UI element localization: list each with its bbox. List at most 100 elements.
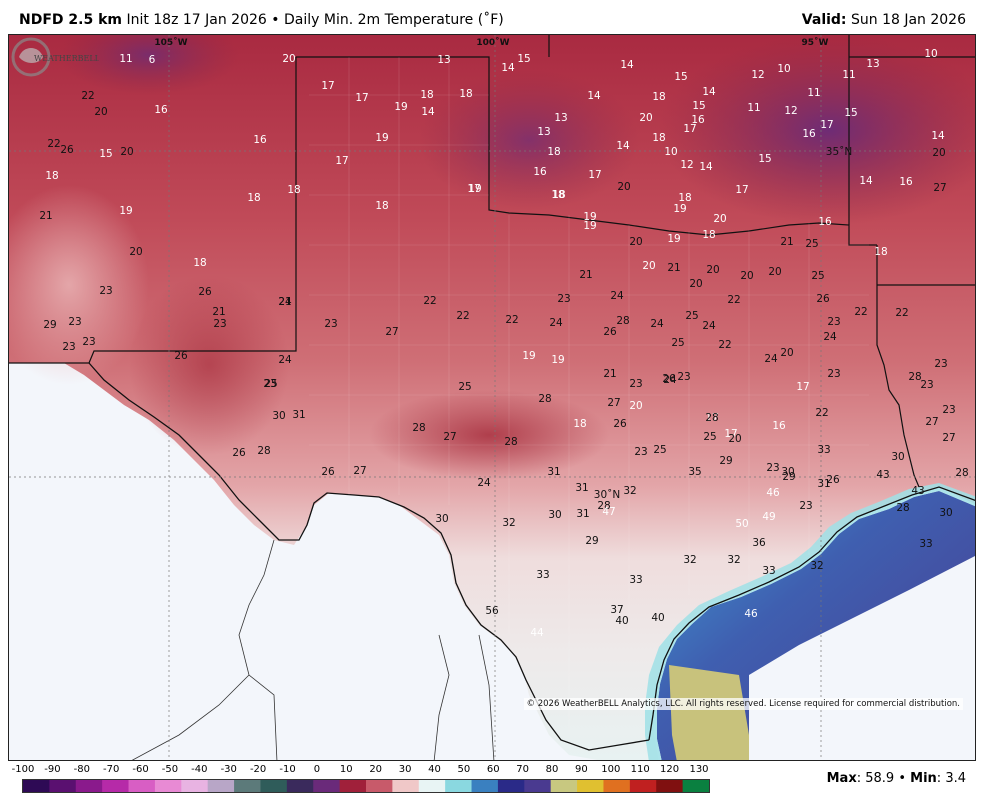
temp-label: 10 (664, 146, 677, 158)
lon-label-95w: 95˚W (802, 37, 829, 48)
temp-label: 23 (942, 404, 955, 416)
temp-label: 20 (713, 213, 726, 225)
scale-tick-label: -20 (249, 764, 267, 775)
temp-label: 24 (278, 354, 292, 366)
temp-label: 29 (782, 471, 795, 483)
temp-label: 14 (859, 175, 873, 187)
temp-label: 14 (501, 62, 515, 74)
temp-label: 20 (129, 246, 142, 258)
temp-label: 20 (94, 106, 107, 118)
coastline (648, 486, 975, 741)
temp-label: 15 (692, 100, 705, 112)
temp-label: 13 (537, 126, 550, 138)
rio-grande (88, 362, 650, 751)
temp-label: 16 (772, 420, 786, 432)
temp-label: 31 (817, 478, 830, 490)
temp-label: 23 (934, 358, 947, 370)
scale-tick-label: 40 (428, 764, 441, 775)
temp-label: 27 (607, 397, 620, 409)
temp-label: 56 (485, 605, 499, 617)
temp-label: 23 (99, 285, 112, 297)
temp-label: 46 (744, 608, 758, 620)
scale-tick-label: -50 (161, 764, 179, 775)
temp-label: 19 (375, 132, 388, 144)
scale-tick-label: 10 (339, 764, 353, 775)
temp-label: 14 (931, 130, 945, 142)
scale-tick-label: 50 (457, 764, 471, 775)
temp-label: 19 (119, 205, 132, 217)
temp-label: 18 (652, 132, 665, 144)
gulf-warm-pocket (669, 665, 749, 760)
temp-label: 20 (689, 278, 702, 290)
temp-label: 19 (583, 211, 596, 223)
temp-label: 24 (549, 317, 563, 329)
temp-label: 26 (321, 466, 335, 478)
temp-label: 26 (232, 447, 246, 459)
temp-label: 25 (264, 378, 277, 390)
temp-label: 26 (174, 350, 188, 362)
temp-label: 20 (932, 147, 945, 159)
temp-label: 33 (536, 569, 549, 581)
scale-tick-label: -90 (44, 764, 61, 775)
temp-label: 36 (752, 537, 766, 549)
temp-label: 12 (680, 159, 693, 171)
temp-label: 28 (616, 315, 629, 327)
scale-tick-label: 70 (516, 764, 530, 775)
temp-label: 40 (651, 612, 664, 624)
map-title: NDFD 2.5 km Init 18z 17 Jan 2026 • Daily… (19, 12, 504, 28)
temp-label: 18 (702, 229, 715, 241)
temp-label: 19 (551, 354, 564, 366)
temp-label: 23 (799, 500, 812, 512)
temp-label: 21 (39, 210, 52, 222)
temp-label: 18 (552, 189, 565, 201)
temp-label: 23 (68, 316, 81, 328)
temp-label: 11 (842, 69, 855, 81)
header: NDFD 2.5 km Init 18z 17 Jan 2026 • Daily… (0, 0, 984, 34)
temp-label: 27 (443, 431, 456, 443)
scale-tick-label: -80 (73, 764, 90, 775)
temp-label: 32 (502, 517, 515, 529)
temp-label: 35˚N (826, 146, 852, 158)
color-scale: -100 -90 -80 -70 -60 -50 -40 -30 -20 -10 0 10 20 30 40… (10, 764, 710, 804)
temp-label: 18 (874, 246, 887, 258)
scale-color-swatch (497, 780, 525, 792)
temp-label: 17 (321, 80, 334, 92)
temp-label: 21 (212, 306, 225, 318)
county-lines (309, 57, 869, 735)
temp-label: 24 (477, 477, 491, 489)
temp-label: 29 (43, 319, 56, 331)
scale-color-swatch (656, 780, 684, 792)
temp-label: 43 (911, 485, 924, 497)
scale-tick-label: 20 (369, 764, 383, 775)
temp-label: 18 (420, 89, 433, 101)
temp-label: 14 (702, 86, 716, 98)
temp-label: 13 (437, 54, 450, 66)
temp-label: 30 (548, 509, 561, 521)
temp-label: 19 (673, 203, 686, 215)
temp-label: 27 (385, 326, 398, 338)
temp-label: 22 (895, 307, 908, 319)
temp-label: 17 (355, 92, 368, 104)
temp-label: 30˚N (594, 489, 620, 501)
temp-label: 31 (292, 409, 305, 421)
temp-label: 14 (620, 59, 634, 71)
scale-color-swatch (445, 780, 473, 792)
temp-label: 19 (583, 220, 596, 232)
scale-color-swatch (682, 780, 709, 792)
temp-label: 33 (817, 444, 830, 456)
temp-label: 23 (634, 446, 647, 458)
temp-label: 22 (505, 314, 518, 326)
temp-label: 25 (811, 270, 824, 282)
temp-label: 19 (468, 183, 481, 195)
scale-color-swatch (471, 780, 499, 792)
temp-label: 14 (421, 106, 435, 118)
temp-label: 18 (551, 189, 564, 201)
temp-label: 16 (154, 104, 168, 116)
temp-label: 21 (780, 236, 793, 248)
temp-label: 18 (573, 418, 586, 430)
temp-label: 11 (747, 102, 760, 114)
scale-tick-label: 80 (545, 764, 559, 775)
temp-label: 27 (933, 182, 946, 194)
temp-label: 23 (920, 379, 933, 391)
